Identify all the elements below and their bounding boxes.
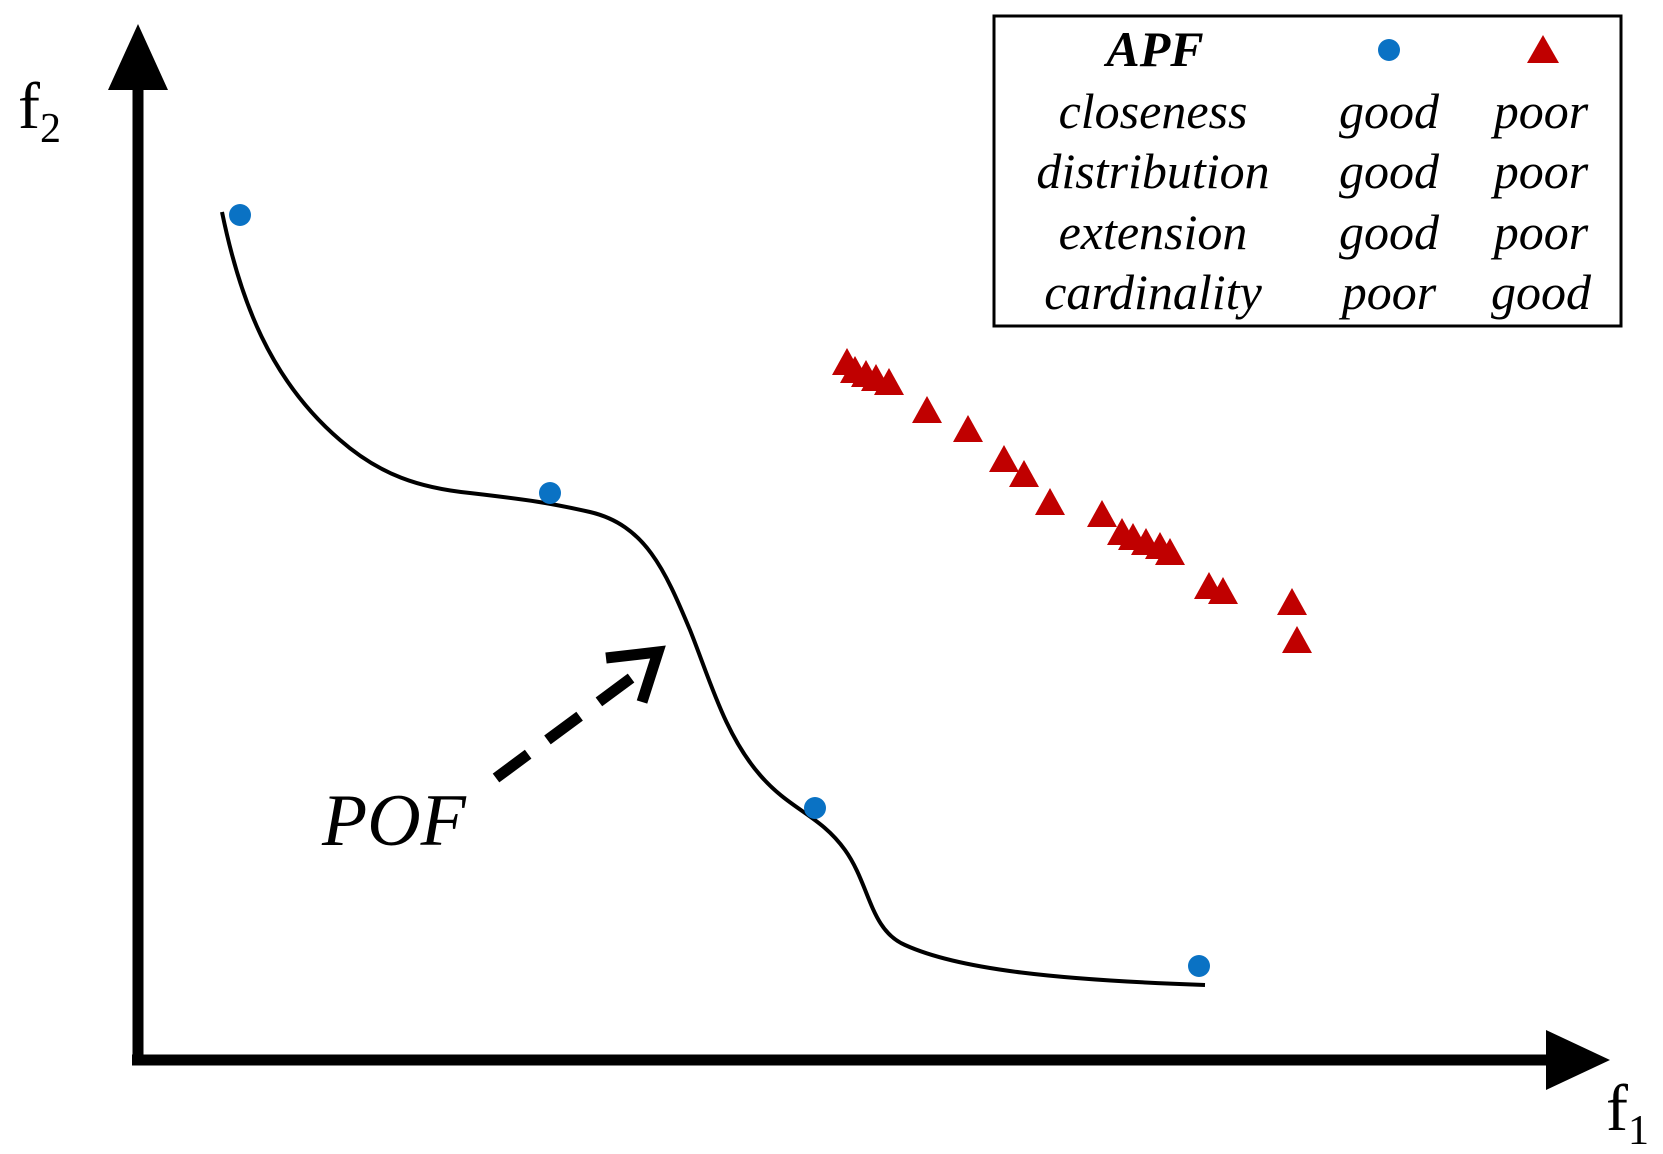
triangle-marker xyxy=(1208,577,1238,604)
legend: APF closeness good poor distribution goo… xyxy=(992,14,1623,328)
legend-triangle-marker xyxy=(1527,35,1559,63)
triangle-marker xyxy=(1009,460,1039,487)
legend-circle-rating: good xyxy=(1339,83,1440,139)
pof-pointer-head-icon xyxy=(605,645,666,704)
legend-triangle-rating: good xyxy=(1491,264,1592,320)
legend-triangle-rating: poor xyxy=(1491,204,1589,260)
circle-marker xyxy=(539,482,561,504)
pof-curve xyxy=(220,211,1206,987)
triangle-marker xyxy=(1035,488,1065,515)
triangle-marker xyxy=(953,415,983,442)
legend-criterion: cardinality xyxy=(1044,264,1262,320)
legend-triangle-rating: poor xyxy=(1491,83,1589,139)
triangle-marker xyxy=(1087,500,1117,527)
axes xyxy=(108,24,1610,1090)
circle-markers xyxy=(229,204,1210,977)
legend-circle-rating: good xyxy=(1339,204,1440,260)
y-axis-label: f2 xyxy=(18,70,61,152)
legend-triangle-rating: poor xyxy=(1491,143,1589,199)
triangle-marker xyxy=(1277,588,1307,615)
x-axis-label: f1 xyxy=(1606,1072,1649,1154)
pof-label: POF xyxy=(321,780,467,862)
legend-criterion: extension xyxy=(1059,204,1248,260)
triangle-marker xyxy=(989,445,1019,472)
x-axis-arrow-icon xyxy=(1546,1030,1610,1090)
triangle-marker xyxy=(1282,626,1312,653)
circle-marker xyxy=(1188,955,1210,977)
legend-criterion: closeness xyxy=(1059,83,1248,139)
legend-box xyxy=(992,14,1623,328)
y-axis-arrow-icon xyxy=(108,24,168,90)
legend-circle-rating: poor xyxy=(1339,264,1437,320)
triangle-marker xyxy=(1155,538,1185,565)
circle-marker xyxy=(804,797,826,819)
legend-title: APF xyxy=(1103,21,1203,77)
legend-circle-marker xyxy=(1378,39,1400,61)
circle-marker xyxy=(229,204,251,226)
legend-criterion: distribution xyxy=(1036,143,1269,199)
triangle-marker xyxy=(874,368,904,395)
legend-circle-rating: good xyxy=(1339,143,1440,199)
pof-pointer-arrow xyxy=(492,645,666,783)
pof-pointer-shaft xyxy=(492,665,646,783)
triangle-marker xyxy=(912,396,942,423)
triangle-markers xyxy=(832,348,1312,653)
